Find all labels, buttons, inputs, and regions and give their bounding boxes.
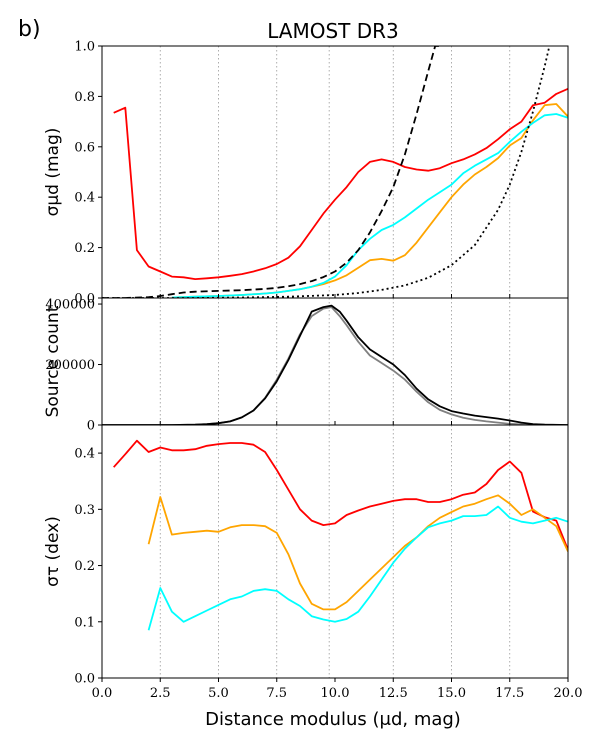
x-axis-label: Distance modulus (μd, mag) <box>205 709 461 730</box>
x-tick-label-1: 2.5 <box>150 686 171 701</box>
series-line-top-dashed <box>102 46 440 298</box>
x-tick-label-7: 17.5 <box>495 686 524 701</box>
y-tick-label-bottom-1: 0.1 <box>74 615 95 630</box>
series-line-middle-gray <box>102 306 568 425</box>
y-tick-label-top-3: 0.6 <box>74 140 95 155</box>
x-tick-label-2: 5.0 <box>208 686 229 701</box>
y-tick-label-top-0: 0.0 <box>74 292 95 307</box>
panel-bottom: 0.0 0.1 0.2 0.3 0.4 στ (dex) <box>43 424 569 687</box>
y-tick-label-middle-2: 400000 <box>45 298 95 313</box>
y-tick-label-top-5: 1.0 <box>74 40 95 55</box>
panel-frame-bottom <box>101 424 569 679</box>
y-tick-label-bottom-2: 0.2 <box>74 559 95 574</box>
panel-frame-middle <box>101 297 569 426</box>
y-axis-label-bottom: στ (dex) <box>43 516 63 587</box>
series-line-bottom-orange <box>147 494 568 611</box>
y-axis-label-top: σμd (mag) <box>43 128 63 217</box>
x-tick-label-6: 15.0 <box>437 686 466 701</box>
series-line-top-red <box>113 87 568 281</box>
panel-frame-top <box>101 45 569 299</box>
y-tick-label-middle-0: 0 <box>87 419 95 434</box>
series-line-middle-black <box>102 304 568 425</box>
series-line-bottom-red <box>113 439 568 551</box>
y-tick-label-bottom-3: 0.3 <box>74 503 95 518</box>
y-tick-label-middle-1: 200000 <box>45 358 95 373</box>
x-tick-label-0: 0.0 <box>92 686 113 701</box>
x-tick-label-4: 10.0 <box>321 686 350 701</box>
x-tick-label-3: 7.5 <box>266 686 287 701</box>
x-tick-label-5: 12.5 <box>379 686 408 701</box>
series-line-top-cyan <box>171 113 568 298</box>
y-tick-label-top-2: 0.4 <box>74 191 95 206</box>
y-axis-label-middle: Source count <box>43 305 63 417</box>
series-line-top-dotted <box>102 46 551 298</box>
x-tick-label-8: 20.0 <box>554 686 583 701</box>
y-tick-label-bottom-4: 0.4 <box>74 447 95 462</box>
x-axis: 0.0 2.5 5.0 7.5 10.0 12.5 15.0 17.5 20.0 <box>92 678 583 701</box>
panel-top: 0.0 0.2 0.4 0.6 0.8 1.0 σμd (mag) <box>43 40 569 307</box>
chart-title: LAMOST DR3 <box>267 19 399 43</box>
series-line-top-orange <box>171 103 568 298</box>
y-tick-label-top-4: 0.8 <box>74 90 95 105</box>
series-line-bottom-cyan <box>147 505 568 631</box>
y-tick-label-bottom-0: 0.0 <box>74 672 95 687</box>
y-tick-label-top-1: 0.2 <box>74 241 95 256</box>
panel-label: b) <box>18 17 41 42</box>
